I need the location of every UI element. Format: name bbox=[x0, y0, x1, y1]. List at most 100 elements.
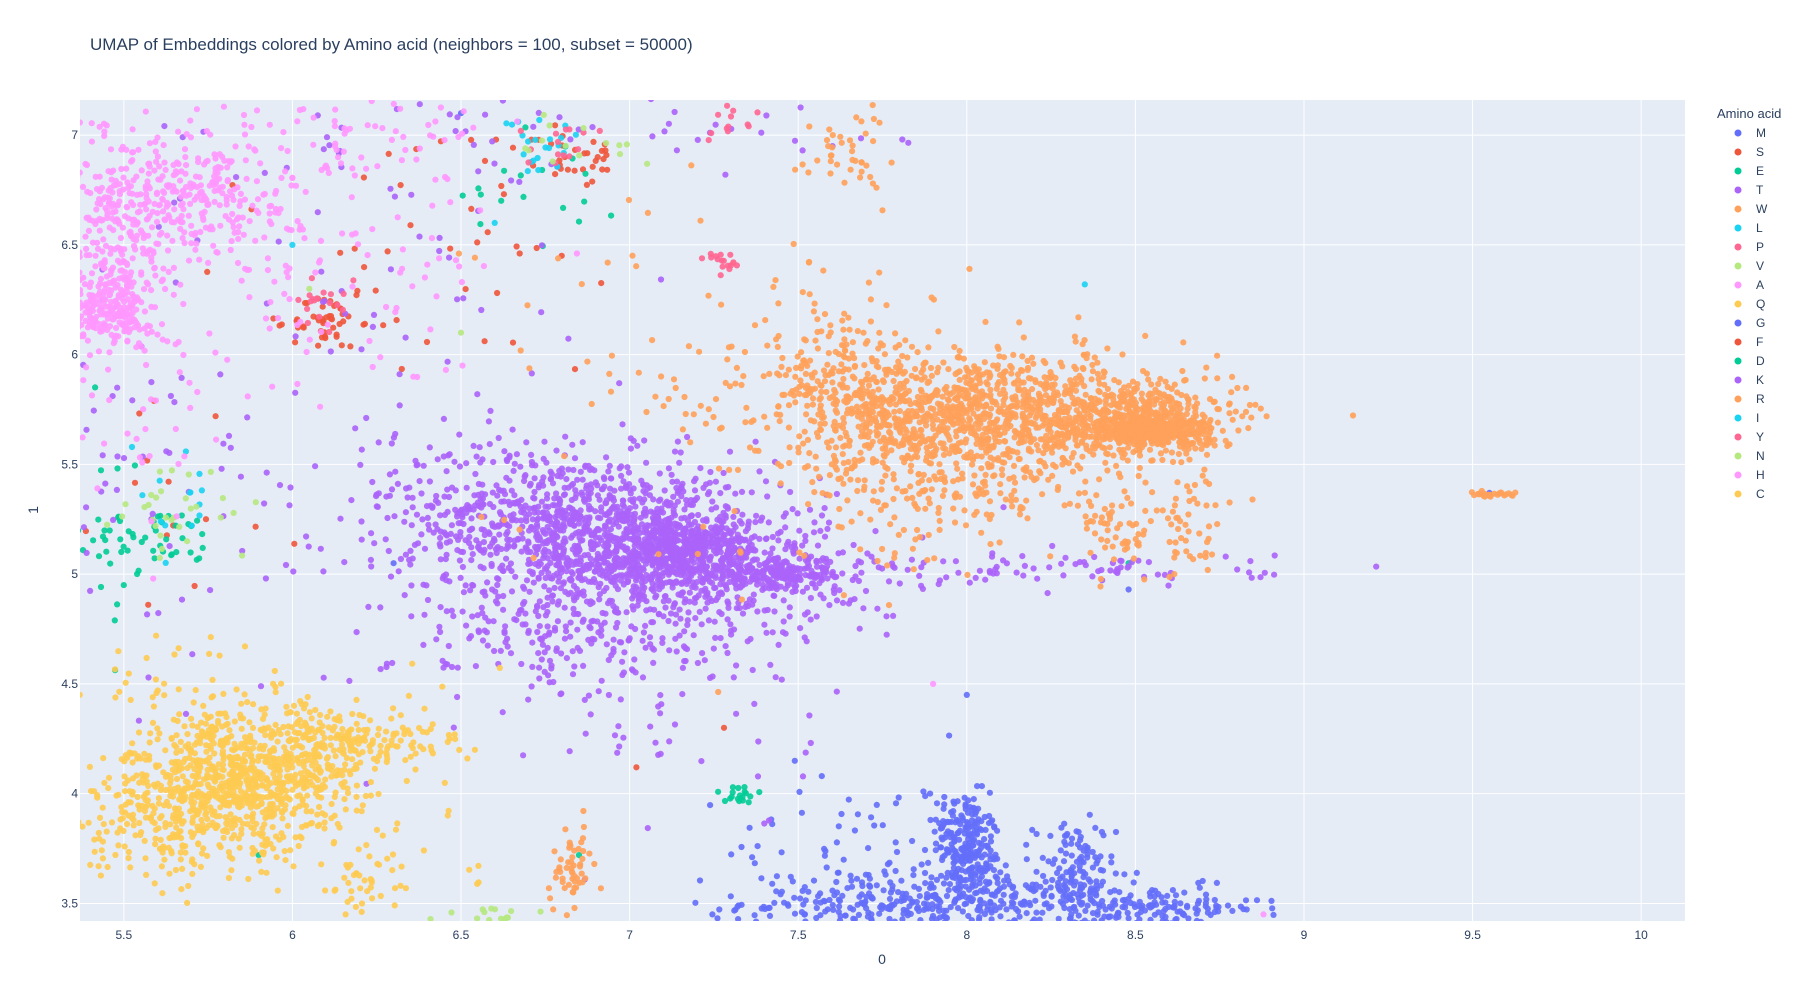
point bbox=[474, 239, 481, 246]
point bbox=[684, 433, 691, 441]
point bbox=[935, 581, 942, 588]
point bbox=[738, 901, 745, 908]
point bbox=[620, 478, 627, 485]
point bbox=[510, 5, 516, 11]
point bbox=[669, 584, 676, 591]
point bbox=[639, 575, 646, 582]
series-T[interactable] bbox=[0, 0, 1380, 883]
point bbox=[874, 605, 881, 612]
point bbox=[392, 468, 399, 475]
point bbox=[409, 494, 416, 501]
point bbox=[540, 482, 547, 489]
point bbox=[643, 459, 650, 466]
point bbox=[545, 631, 553, 638]
point bbox=[451, 458, 458, 465]
point bbox=[1013, 569, 1020, 576]
point bbox=[589, 178, 596, 185]
point bbox=[468, 205, 475, 212]
point bbox=[432, 521, 439, 528]
point bbox=[276, 482, 284, 489]
point bbox=[477, 221, 484, 228]
point bbox=[1194, 900, 1201, 907]
point bbox=[904, 495, 911, 502]
point bbox=[1234, 384, 1241, 392]
point bbox=[826, 896, 833, 904]
point bbox=[425, 521, 432, 528]
point bbox=[1062, 891, 1069, 898]
point bbox=[699, 579, 706, 586]
point bbox=[855, 558, 862, 565]
point bbox=[748, 489, 755, 496]
point bbox=[531, 488, 538, 496]
point bbox=[692, 615, 699, 622]
point bbox=[570, 605, 577, 612]
point bbox=[584, 528, 591, 535]
point bbox=[1349, 412, 1357, 419]
point bbox=[168, 552, 175, 559]
point bbox=[407, 561, 414, 568]
point bbox=[673, 147, 681, 154]
point bbox=[506, 536, 513, 544]
point bbox=[890, 377, 897, 385]
point bbox=[703, 563, 711, 570]
point bbox=[664, 516, 671, 523]
point bbox=[1203, 502, 1210, 509]
point bbox=[655, 528, 663, 535]
point bbox=[791, 137, 799, 144]
point bbox=[476, 444, 483, 451]
point bbox=[506, 501, 513, 509]
point bbox=[549, 592, 557, 599]
point bbox=[508, 588, 516, 595]
point bbox=[542, 565, 549, 572]
point bbox=[884, 861, 892, 868]
point bbox=[397, 182, 404, 189]
point bbox=[367, 556, 374, 564]
point bbox=[472, 663, 479, 670]
point bbox=[665, 395, 672, 403]
point bbox=[575, 218, 583, 225]
point bbox=[835, 925, 841, 931]
point bbox=[436, 247, 443, 255]
point bbox=[865, 382, 873, 389]
point bbox=[966, 579, 973, 586]
point bbox=[663, 555, 670, 562]
point bbox=[477, 191, 484, 198]
point bbox=[1113, 912, 1120, 919]
point bbox=[1229, 907, 1236, 915]
point bbox=[720, 532, 727, 539]
point bbox=[1039, 854, 1046, 862]
point bbox=[852, 936, 858, 942]
point bbox=[756, 561, 763, 569]
point bbox=[377, 604, 384, 611]
point bbox=[703, 530, 711, 537]
point bbox=[561, 635, 569, 642]
point bbox=[553, 447, 560, 454]
point bbox=[1019, 553, 1026, 560]
point bbox=[862, 587, 870, 595]
point bbox=[523, 577, 531, 584]
point bbox=[460, 520, 467, 528]
series-E[interactable] bbox=[58, 124, 1132, 859]
point bbox=[499, 100, 506, 104]
point bbox=[694, 136, 701, 143]
point bbox=[540, 540, 547, 547]
point bbox=[940, 880, 948, 887]
point bbox=[447, 245, 454, 252]
point bbox=[83, 504, 90, 511]
point bbox=[625, 469, 633, 476]
series-M[interactable] bbox=[390, 110, 1493, 990]
point bbox=[499, 567, 506, 574]
point bbox=[769, 533, 776, 541]
point bbox=[642, 622, 649, 630]
point bbox=[473, 453, 480, 460]
point bbox=[709, 498, 716, 505]
point bbox=[491, 647, 498, 655]
point bbox=[892, 867, 899, 875]
point bbox=[1070, 450, 1077, 457]
point bbox=[534, 628, 541, 636]
point bbox=[1033, 830, 1040, 838]
scatter-points[interactable] bbox=[0, 0, 1519, 990]
point bbox=[490, 503, 497, 511]
point bbox=[138, 538, 145, 546]
point bbox=[493, 549, 500, 557]
